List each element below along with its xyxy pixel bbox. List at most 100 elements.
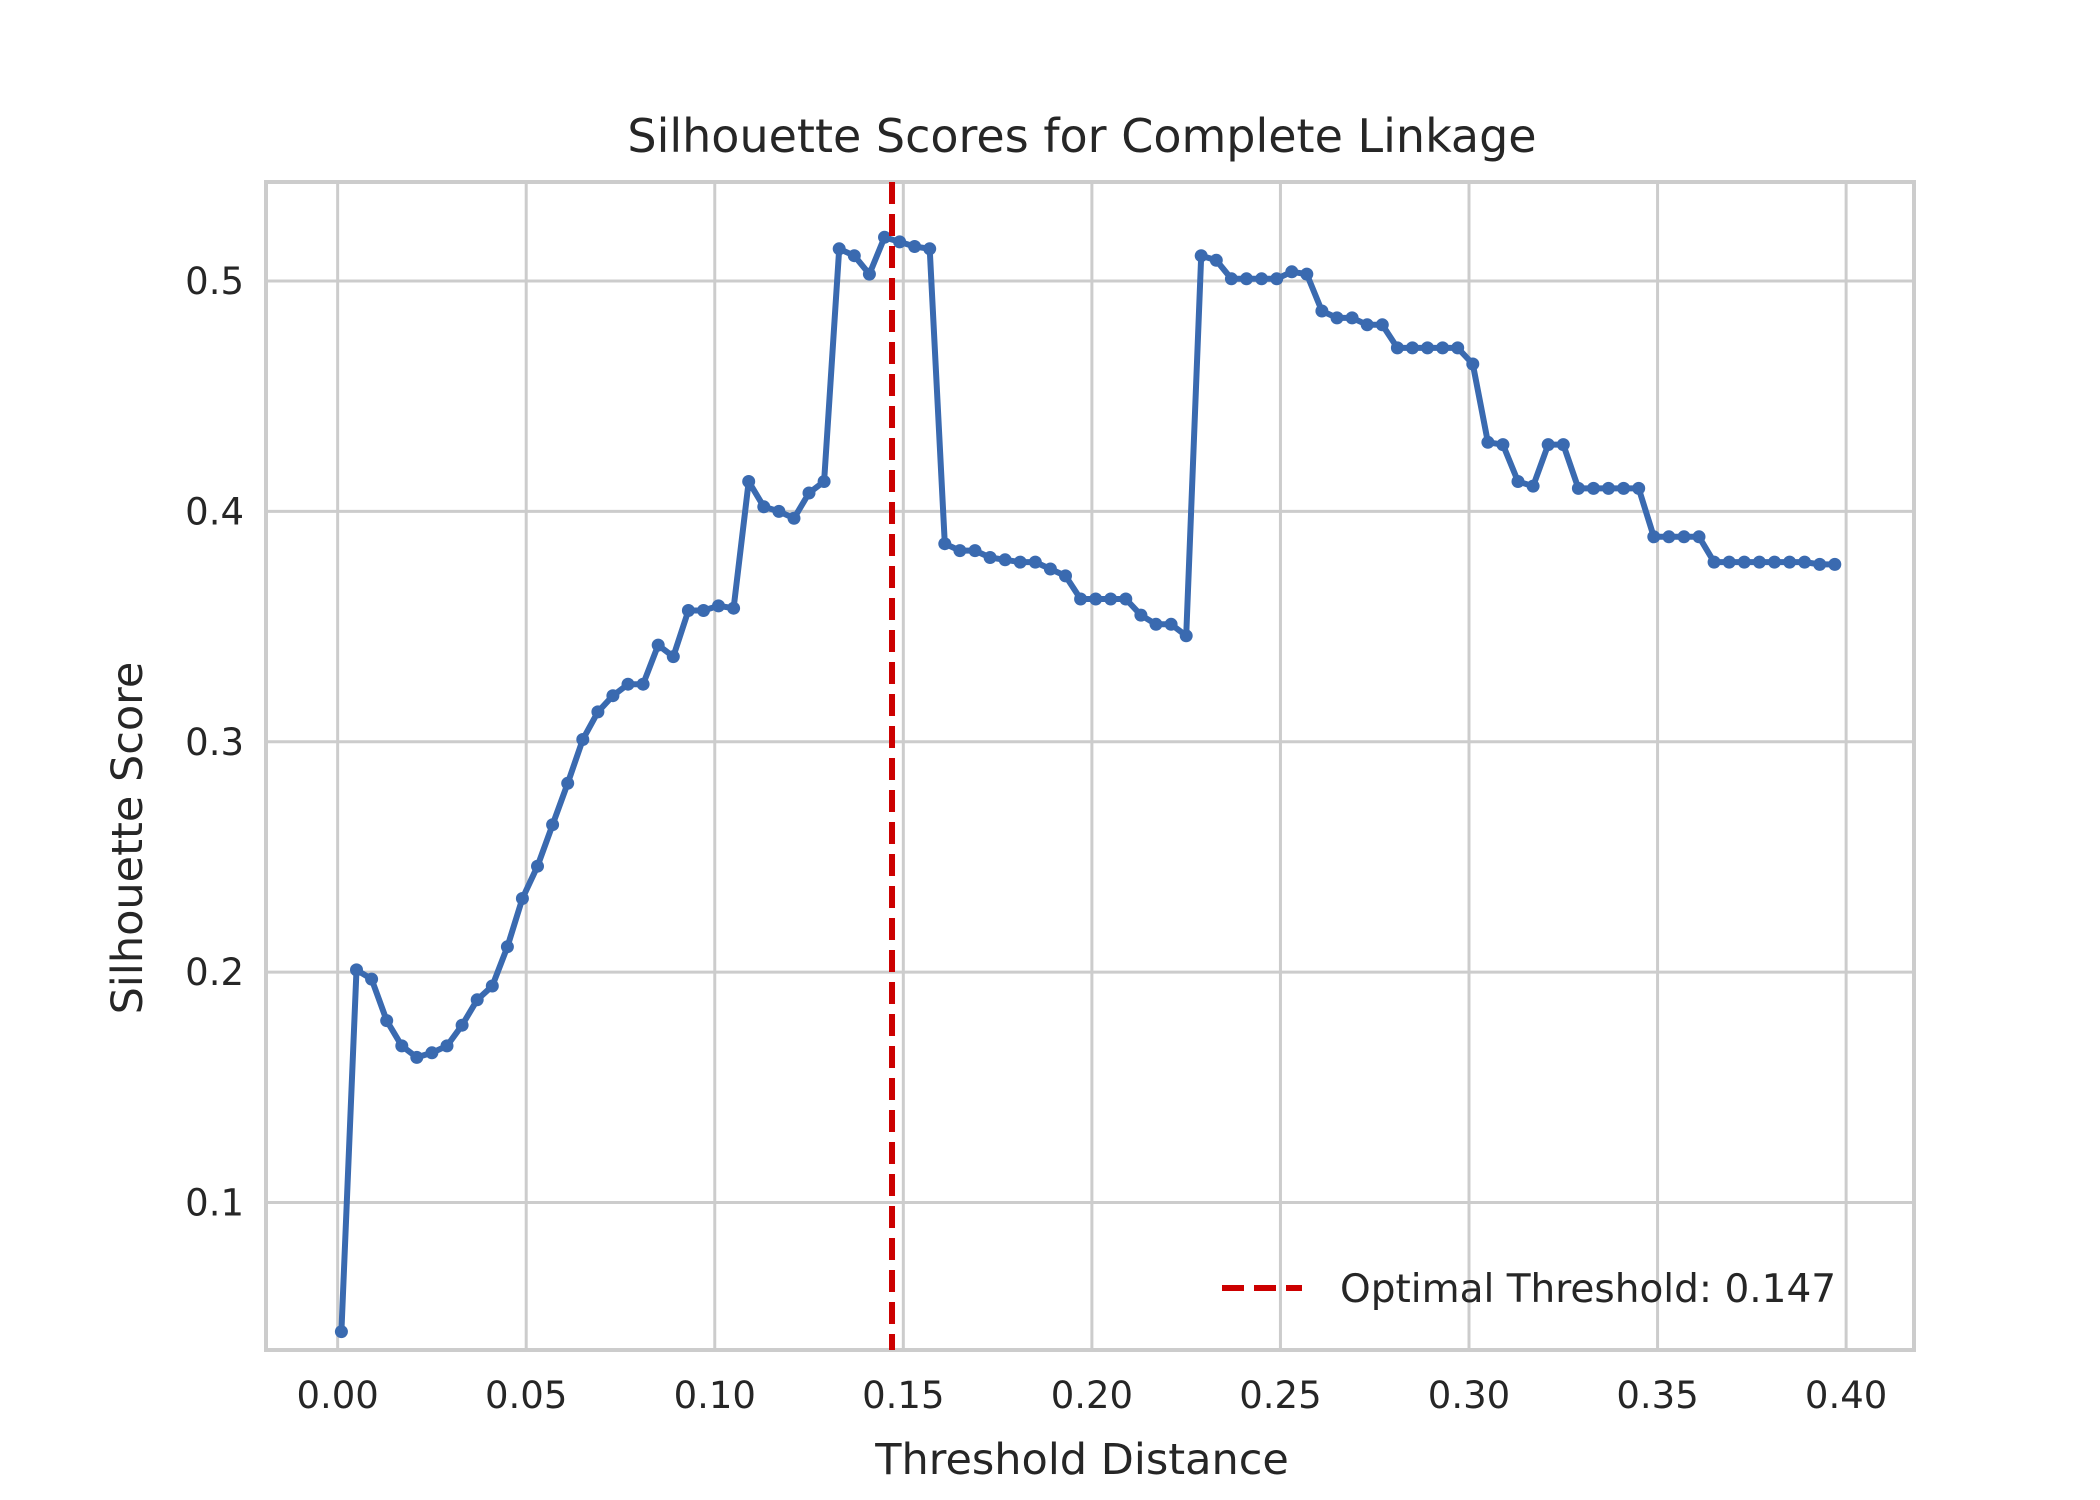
data-point bbox=[757, 500, 771, 514]
data-point bbox=[727, 601, 741, 615]
data-point bbox=[923, 242, 937, 256]
x-tick-label: 0.00 bbox=[296, 1374, 378, 1417]
x-tick-label: 0.10 bbox=[674, 1374, 756, 1417]
data-point bbox=[1028, 555, 1042, 569]
data-point bbox=[1360, 318, 1374, 332]
x-tick-label: 0.30 bbox=[1428, 1374, 1510, 1417]
data-point bbox=[712, 599, 725, 613]
x-tick-label: 0.25 bbox=[1239, 1374, 1321, 1417]
data-point bbox=[1466, 357, 1480, 371]
data-point bbox=[1405, 341, 1419, 355]
data-point bbox=[1345, 311, 1359, 325]
data-point bbox=[998, 553, 1012, 567]
data-point bbox=[1074, 592, 1088, 606]
data-point bbox=[1662, 530, 1676, 544]
data-point bbox=[485, 979, 499, 993]
data-point bbox=[968, 544, 982, 558]
y-tick-label: 0.1 bbox=[185, 1182, 244, 1225]
data-point bbox=[1194, 249, 1208, 263]
data-point bbox=[1481, 435, 1495, 449]
data-point bbox=[1059, 569, 1072, 583]
x-tick-label: 0.35 bbox=[1616, 1374, 1698, 1417]
data-point bbox=[1526, 479, 1540, 493]
data-point bbox=[742, 475, 756, 488]
data-point bbox=[651, 638, 665, 652]
y-tick-labels: 0.1 0.2 0.3 0.4 0.5 bbox=[185, 260, 244, 1224]
data-point bbox=[1119, 592, 1133, 606]
data-point bbox=[1722, 555, 1736, 569]
data-point bbox=[1270, 272, 1284, 286]
data-point bbox=[606, 689, 620, 703]
data-point bbox=[1300, 267, 1314, 281]
data-point bbox=[1768, 555, 1781, 569]
data-point bbox=[938, 537, 952, 551]
data-point bbox=[1752, 555, 1766, 569]
data-point bbox=[983, 551, 997, 564]
data-point bbox=[1149, 617, 1163, 631]
x-axis-label: Threshold Distance bbox=[874, 1435, 1289, 1485]
data-point bbox=[1828, 557, 1842, 571]
x-tick-label: 0.20 bbox=[1051, 1374, 1133, 1417]
series-line bbox=[338, 234, 1838, 1335]
data-point bbox=[908, 240, 922, 253]
data-point bbox=[1390, 341, 1404, 355]
data-point bbox=[1451, 341, 1465, 355]
data-point bbox=[350, 963, 363, 977]
data-point bbox=[500, 940, 514, 954]
data-point bbox=[1089, 592, 1103, 606]
data-point bbox=[1255, 272, 1269, 286]
data-point bbox=[531, 859, 544, 873]
data-point bbox=[681, 604, 695, 617]
x-tick-labels: 0.00 0.05 0.10 0.15 0.20 0.25 0.30 0.35 0.40 bbox=[296, 1374, 1887, 1417]
data-point bbox=[334, 1325, 348, 1339]
data-point bbox=[697, 604, 710, 617]
data-point bbox=[1240, 272, 1253, 286]
y-tick-label: 0.2 bbox=[185, 951, 244, 994]
data-point bbox=[1013, 555, 1027, 569]
data-point bbox=[1511, 475, 1525, 488]
data-point bbox=[1647, 530, 1661, 544]
y-tick-label: 0.3 bbox=[185, 721, 244, 764]
data-point bbox=[1556, 438, 1570, 452]
data-point bbox=[380, 1014, 394, 1028]
data-point bbox=[1315, 304, 1329, 318]
data-point bbox=[515, 892, 529, 905]
data-point bbox=[636, 677, 650, 691]
grid bbox=[266, 182, 1914, 1350]
data-point bbox=[787, 511, 801, 525]
plot-frame bbox=[264, 180, 1916, 1352]
data-point bbox=[847, 249, 861, 263]
x-tick-label: 0.40 bbox=[1805, 1374, 1887, 1417]
y-tick-label: 0.4 bbox=[185, 490, 244, 533]
data-point bbox=[953, 544, 967, 558]
data-point bbox=[666, 650, 680, 664]
data-point bbox=[878, 230, 891, 244]
data-point bbox=[1587, 481, 1600, 495]
chart-title: Silhouette Scores for Complete Linkage bbox=[627, 109, 1536, 163]
data-point bbox=[1496, 438, 1510, 452]
data-point bbox=[1164, 617, 1178, 631]
data-point bbox=[455, 1018, 469, 1032]
data-point bbox=[1179, 629, 1193, 643]
data-point bbox=[546, 818, 560, 832]
data-point bbox=[862, 267, 876, 281]
data-point bbox=[1209, 253, 1223, 267]
data-point bbox=[1285, 265, 1299, 279]
data-point bbox=[1783, 555, 1797, 569]
data-point bbox=[440, 1039, 454, 1053]
x-tick-label: 0.05 bbox=[485, 1374, 567, 1417]
data-point bbox=[1436, 341, 1450, 355]
data-point bbox=[1737, 555, 1751, 569]
data-point bbox=[832, 242, 846, 256]
x-tick-label: 0.15 bbox=[862, 1374, 944, 1417]
data-point bbox=[1134, 608, 1148, 622]
data-point bbox=[1375, 318, 1389, 332]
data-point bbox=[1677, 530, 1691, 544]
data-point bbox=[1798, 555, 1812, 569]
data-point bbox=[1104, 592, 1118, 606]
data-point bbox=[772, 504, 786, 518]
legend-label-threshold: Optimal Threshold: 0.147 bbox=[1340, 1267, 1836, 1312]
data-point bbox=[1617, 481, 1631, 495]
data-point bbox=[395, 1039, 409, 1053]
